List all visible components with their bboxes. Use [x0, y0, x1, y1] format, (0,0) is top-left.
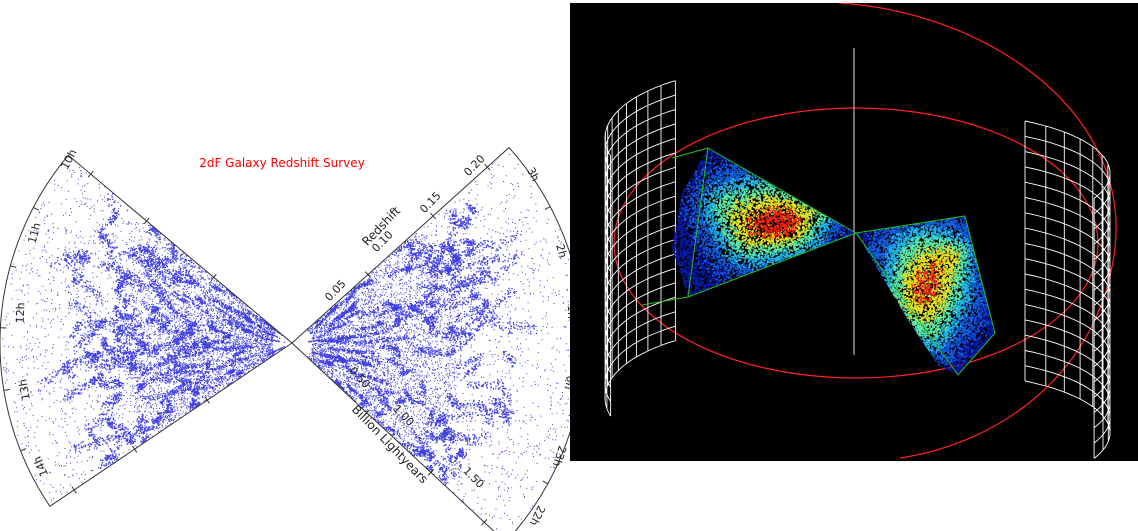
arc-tick [20, 448, 27, 452]
edge-tick [430, 212, 437, 220]
right-wedge-outline [291, 146, 570, 531]
right-wedge-galaxies [307, 154, 570, 531]
ra-label-12h: 12h [14, 302, 28, 323]
edge-tick [364, 271, 371, 278]
arc-tick [568, 414, 570, 417]
survey-3d-render-panel [570, 3, 1138, 461]
ra-label-14h: 14h [31, 454, 51, 478]
right-sphere-grid [1024, 120, 1111, 459]
arc-tick [33, 206, 39, 211]
edge-tick [427, 469, 434, 476]
edge-tick [363, 409, 370, 416]
redshift-wedge-panel: 2dF Galaxy Redshift Survey 10h 11h 12h 1… [0, 146, 570, 531]
ra-label-22h: 22h [527, 503, 548, 528]
redshift-tick-0.05: 0.05 [322, 277, 348, 304]
ra-label-1h: 1h [565, 305, 570, 319]
redshift-tick-0.15: 0.15 [417, 189, 443, 216]
wedge-plot: 2dF Galaxy Redshift Survey 10h 11h 12h 1… [0, 146, 570, 531]
wedge-edge-ticks [0, 163, 570, 526]
ra-label-3h: 3h [524, 165, 542, 183]
density-layer [890, 234, 969, 342]
galaxy-points [307, 154, 570, 531]
sphere-grid-lines [1024, 120, 1111, 459]
survey-title: 2dF Galaxy Redshift Survey [199, 156, 365, 170]
left-sphere-grid [604, 80, 676, 417]
edge-tick [131, 445, 138, 453]
redshift-tick-0.20: 0.20 [461, 152, 487, 179]
wedge-boundary-lines [641, 147, 996, 376]
edge-tick [71, 486, 77, 494]
ra-label-23h: 23h [550, 444, 569, 468]
survey-3d-render [570, 3, 1138, 461]
edge-tick [481, 518, 488, 526]
wedge-boundaries [641, 147, 996, 376]
arc-tick [542, 480, 549, 485]
arc-tick [10, 265, 17, 268]
density-layer [726, 192, 825, 250]
ra-label-10h: 10h [58, 147, 79, 172]
galaxy-points [2, 167, 286, 501]
orbit-arc-outer [839, 3, 1117, 459]
arc-tick [3, 388, 10, 391]
distance-tick-1.50: 1.50 [460, 464, 486, 491]
edge-tick [484, 163, 491, 171]
ra-label-13h: 13h [16, 378, 32, 401]
ra-label-0h: 0h [562, 375, 570, 391]
sphere-grid-lines [604, 80, 676, 417]
ra-label-11h: 11h [26, 221, 44, 245]
edge-tick [210, 273, 217, 281]
density-layer [899, 245, 961, 326]
density-layer [745, 205, 802, 240]
edge-tick [87, 170, 94, 178]
edge-tick [204, 396, 210, 404]
left-wedge-galaxies [2, 167, 286, 501]
density-layer [911, 259, 944, 308]
ra-label-2h: 2h [553, 243, 569, 260]
edge-tick [143, 217, 150, 225]
arc-tick [544, 206, 551, 210]
